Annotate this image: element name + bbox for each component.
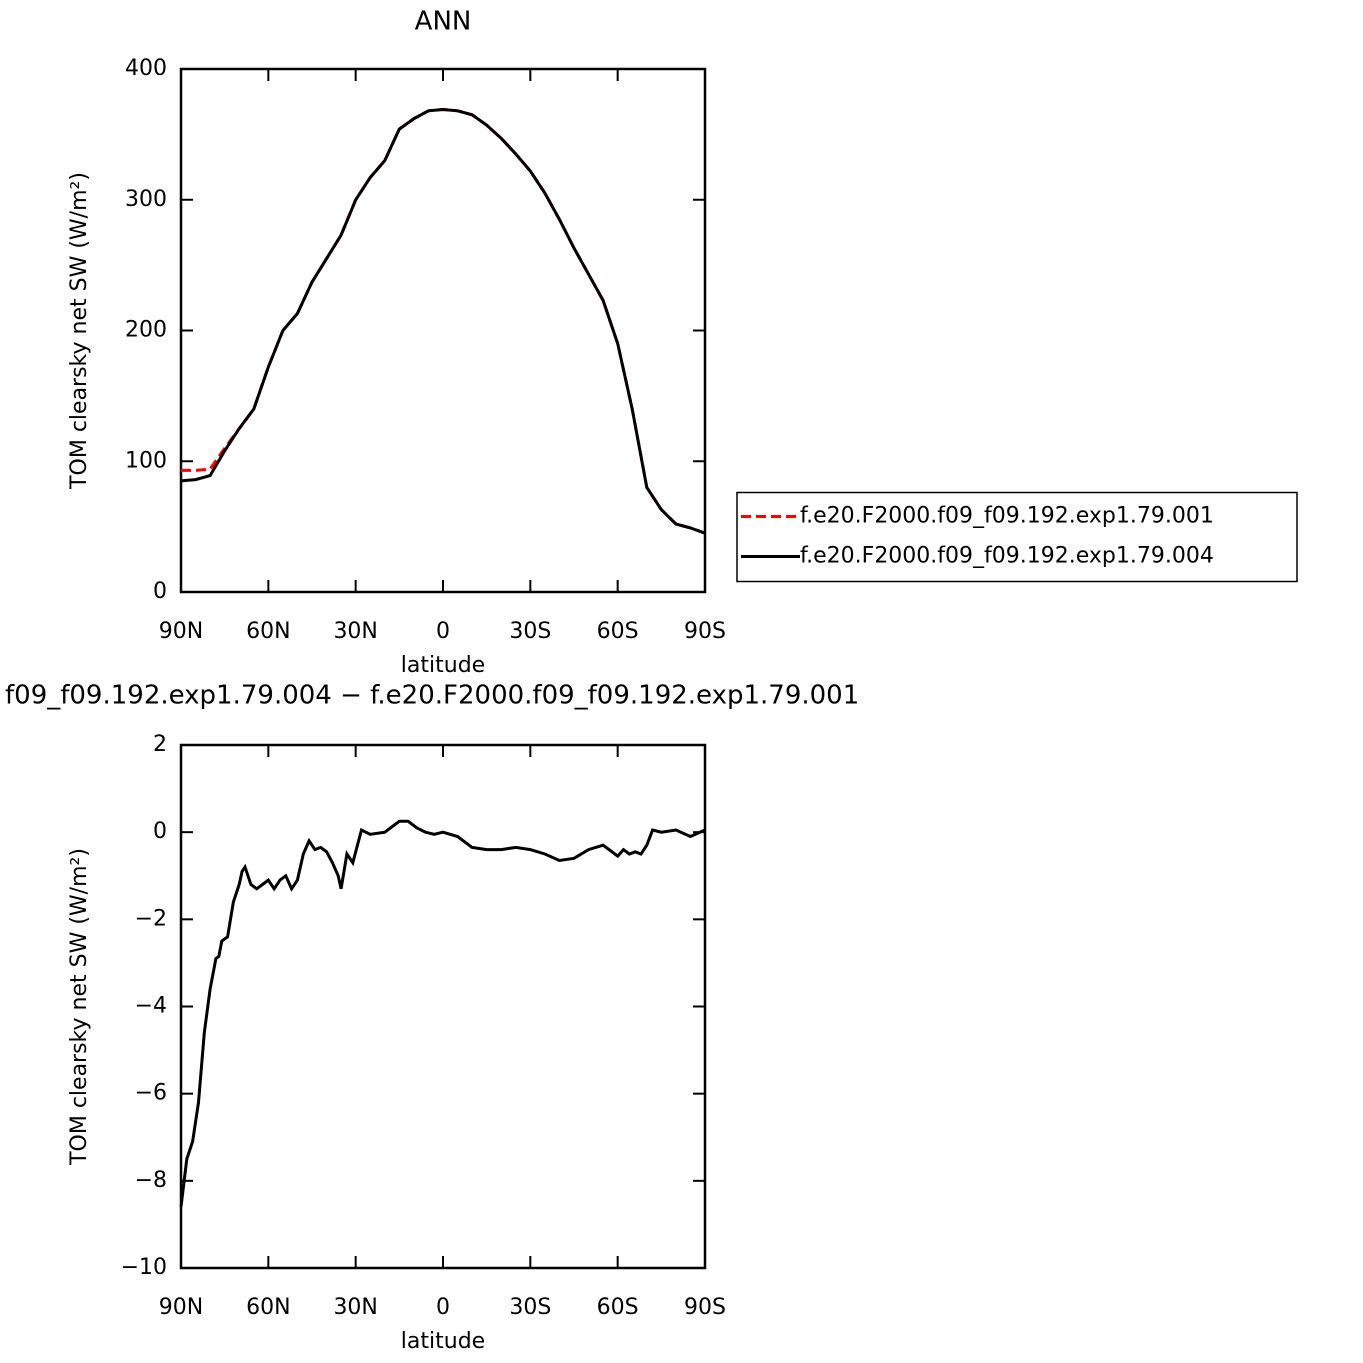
y-tick-label: −10	[121, 1255, 167, 1280]
x-tick-label: 90N	[159, 619, 203, 644]
chart-title: ANN	[415, 7, 472, 37]
x-tick-label: 30N	[333, 1295, 377, 1320]
plot-frame	[179, 67, 707, 594]
legend-box	[736, 491, 1298, 583]
y-tick-label: 300	[125, 187, 167, 212]
x-tick-label: 30S	[509, 619, 551, 644]
x-tick-label: 60N	[246, 619, 290, 644]
x-tick-label: 0	[436, 1295, 450, 1320]
y-tick-label: 100	[125, 448, 167, 473]
chart-title: f09_f09.192.exp1.79.004 − f.e20.F2000.f0…	[5, 681, 859, 711]
legend-label: f.e20.F2000.f09_f09.192.exp1.79.001	[800, 504, 1214, 529]
x-tick-label: 90S	[684, 619, 726, 644]
y-tick-label: −6	[135, 1081, 167, 1106]
x-tick-label: 90S	[684, 1295, 726, 1320]
x-tick-label: 90N	[159, 1295, 203, 1320]
data-line	[181, 107, 706, 535]
y-axis-label: TOM clearsky net SW (W/m²)	[67, 172, 92, 490]
y-tick-label: 400	[125, 56, 167, 81]
y-tick-label: 0	[153, 819, 167, 844]
y-tick-label: 200	[125, 318, 167, 343]
x-axis-label: latitude	[401, 1329, 485, 1354]
y-tick-label: −4	[135, 994, 167, 1019]
x-tick-label: 60N	[246, 1295, 290, 1320]
plot-frame	[179, 743, 707, 1270]
x-tick-label: 30N	[333, 619, 377, 644]
x-axis-label: latitude	[401, 653, 485, 678]
y-tick-label: 0	[153, 579, 167, 604]
y-tick-label: −2	[135, 906, 167, 931]
data-line	[180, 107, 706, 535]
x-tick-label: 0	[436, 619, 450, 644]
data-line	[179, 819, 706, 1208]
y-tick-label: 2	[153, 732, 167, 757]
y-axis-label: TOM clearsky net SW (W/m²)	[67, 848, 92, 1166]
x-tick-label: 60S	[597, 619, 639, 644]
x-tick-label: 60S	[597, 1295, 639, 1320]
legend-label: f.e20.F2000.f09_f09.192.exp1.79.004	[800, 544, 1214, 569]
x-tick-label: 30S	[509, 1295, 551, 1320]
y-tick-label: −8	[135, 1168, 167, 1193]
